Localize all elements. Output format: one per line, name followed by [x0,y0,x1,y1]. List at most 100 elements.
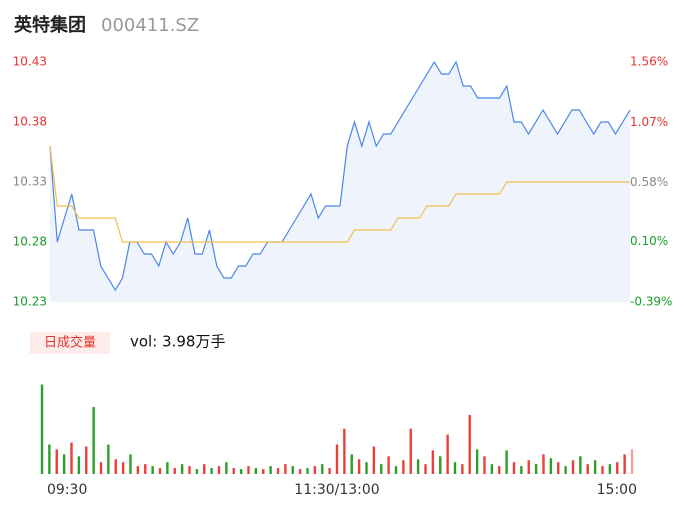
x-tick-label: 09:30 [47,482,87,498]
y2-tick-label: 0.58% [630,175,668,189]
volume-bar [262,469,265,474]
price-line [49,60,631,292]
volume-bar [527,460,530,474]
volume-bar [232,468,235,474]
volume-bar [439,456,442,474]
volume-bar [475,449,479,474]
volume-bar [402,460,405,474]
volume-bar [505,450,508,474]
volume-bar [70,442,73,474]
volume-bar [564,466,567,474]
volume-bar [365,462,368,474]
volume-bar [284,464,287,474]
volume-bar [409,428,412,474]
y-tick-label: 10.28 [13,235,47,249]
volume-bar [350,454,353,474]
volume-bar [490,464,494,474]
volume-bar [269,466,272,474]
y2-tick-label: 1.07% [630,115,668,129]
volume-bar [173,468,176,474]
volume-bar [424,464,427,474]
volume-bar [542,454,545,474]
y-tick-label: 10.23 [13,295,47,309]
y2-tick-label: 1.56% [630,55,668,69]
volume-bar [446,434,449,474]
y2-tick-label: 0.10% [630,234,668,248]
volume-bar [483,456,486,474]
volume-bar [136,466,140,474]
volume-bar [195,469,199,474]
volume-bar [203,464,206,474]
volume-label-bg [30,332,110,354]
volume-bar [586,464,589,474]
volume-bar [321,464,324,474]
price-area [50,62,630,302]
volume-bar [601,466,604,474]
volume-bar [431,450,435,474]
volume-bar [166,462,169,474]
volume-bar [144,464,147,474]
volume-bar [593,460,597,474]
volume-bar [328,468,331,474]
volume-bar [48,444,51,474]
volume-bar [62,454,66,474]
volume-bar [291,466,294,474]
volume-bar [188,466,191,474]
volume-bar [549,458,553,474]
volume-bar [630,449,634,474]
volume-bar [557,462,560,474]
volume-bar [99,462,103,474]
volume-bar [129,454,132,474]
volume-bar [468,414,471,474]
volume-bar [55,449,58,474]
x-tick-label: 11:30/13:00 [294,482,379,498]
volume-bar [616,462,619,474]
volume-bar [534,464,538,474]
volume-bar [394,466,398,474]
volume-bar [461,464,464,474]
volume-bar [623,454,626,474]
volume-bar [313,466,317,474]
volume-bar [158,468,162,474]
volume-bar [121,462,125,474]
volume-bar [239,469,243,474]
x-tick-label: 15:00 [597,482,637,498]
volume-bar [151,466,154,474]
volume-bar [85,446,88,474]
volume-bar [210,468,213,474]
volume-bar [254,468,258,474]
volume-bar [520,466,523,474]
volume-bar [306,468,309,474]
volume-bar [107,444,110,474]
y-tick-label: 10.38 [13,115,47,129]
volume-bar [380,464,383,474]
volume-bar [180,464,184,474]
volume-bar [343,428,346,474]
volume-bar [357,459,361,474]
volume-bar [276,468,280,474]
volume-bar [387,456,390,474]
price-line [49,145,630,243]
volume-bar [77,456,81,474]
volume-bar [225,462,228,474]
volume-bar [372,446,376,474]
volume-bar [453,462,457,474]
volume-bar [571,460,575,474]
volume-bar [579,456,582,474]
stock-name: 英特集团 [13,14,86,36]
volume-bar [217,466,221,474]
volume-bar [92,407,95,474]
volume-bar [114,459,117,474]
volume-summary: vol: 3.98万手 [130,333,225,351]
volume-bar [298,469,302,474]
volume-bar [40,384,44,474]
y-tick-label: 10.43 [13,55,47,69]
volume-label: 日成交量 [44,335,96,351]
volume-bar [335,444,339,474]
y2-tick-label: -0.39% [630,295,672,309]
volume-bar [608,464,612,474]
stock-code: 000411.SZ [101,15,199,36]
volume-bar [498,466,501,474]
